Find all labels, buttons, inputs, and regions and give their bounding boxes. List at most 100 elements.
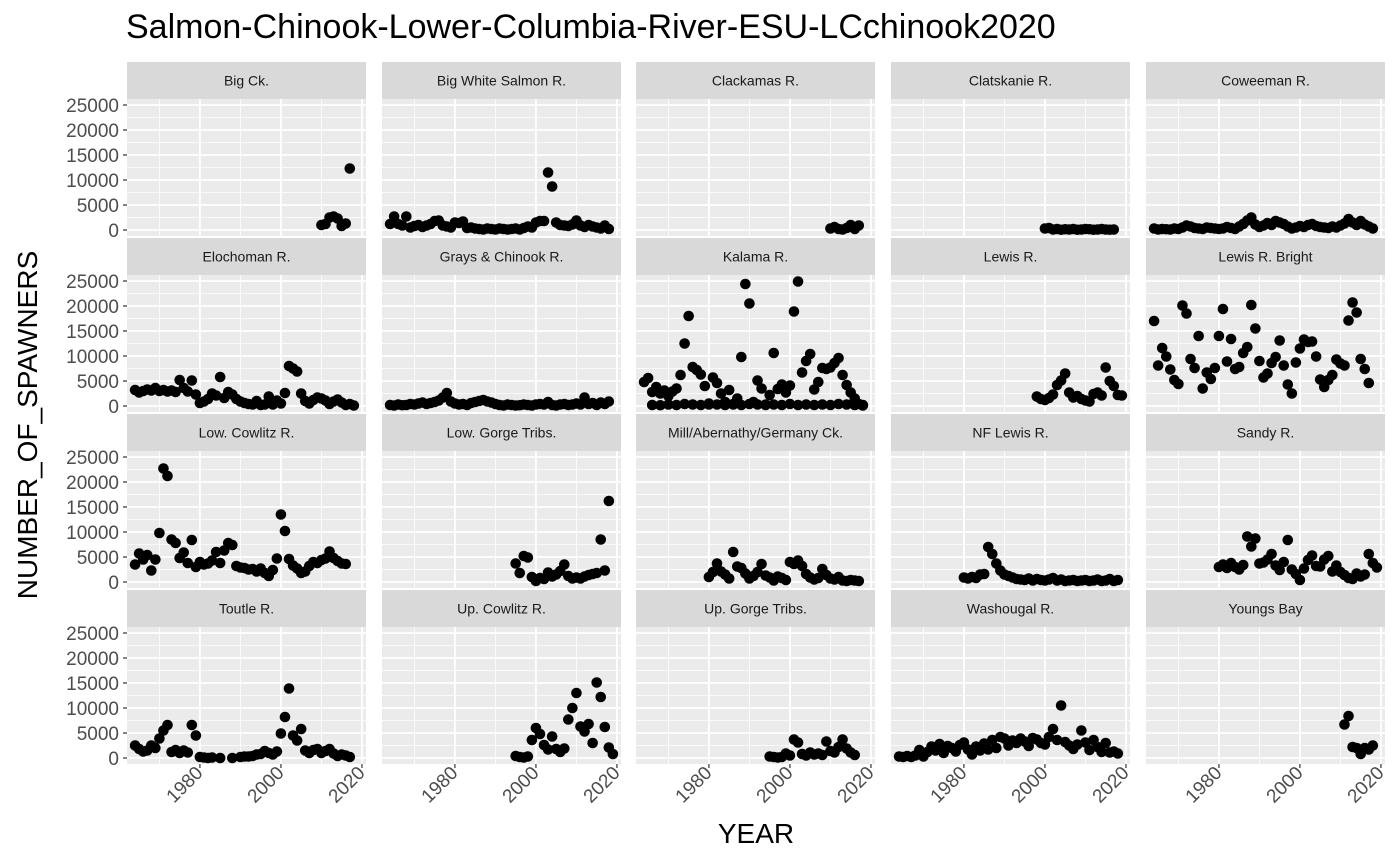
data-point bbox=[849, 399, 861, 411]
data-point bbox=[768, 399, 780, 410]
data-point bbox=[1233, 361, 1245, 373]
facet-panel: Up. Gorge Tribs. 1980 2000 2020 bbox=[636, 590, 878, 807]
data-point bbox=[214, 371, 226, 383]
data-point bbox=[756, 558, 767, 570]
data-point bbox=[1363, 377, 1375, 389]
y-tick-label: 25000 bbox=[66, 96, 119, 117]
data-point bbox=[744, 398, 755, 410]
data-point bbox=[1205, 373, 1217, 385]
data-point bbox=[736, 399, 747, 411]
data-point bbox=[271, 746, 283, 757]
data-point bbox=[1262, 368, 1273, 379]
y-tick-label: 20000 bbox=[66, 121, 119, 142]
data-point bbox=[687, 399, 699, 410]
data-point bbox=[711, 399, 723, 410]
data-point bbox=[1185, 353, 1196, 365]
data-point bbox=[526, 734, 538, 746]
facet-strip bbox=[891, 238, 1130, 275]
data-point bbox=[1152, 360, 1164, 371]
facet-strip bbox=[382, 590, 621, 627]
data-point bbox=[1177, 300, 1188, 311]
facet-strip bbox=[1146, 62, 1385, 99]
data-point bbox=[792, 276, 804, 287]
data-point bbox=[655, 399, 666, 411]
data-point bbox=[1209, 362, 1221, 374]
data-point bbox=[206, 555, 218, 566]
data-point bbox=[1241, 341, 1253, 353]
facet-strip-label: Kalama R. bbox=[723, 249, 788, 265]
data-point bbox=[567, 702, 578, 714]
data-point bbox=[1237, 559, 1249, 571]
facet-strip bbox=[382, 62, 621, 99]
data-point bbox=[1270, 351, 1281, 363]
y-tick-label: 10000 bbox=[66, 171, 119, 192]
data-point bbox=[727, 399, 739, 410]
data-point bbox=[853, 220, 865, 231]
data-point bbox=[683, 310, 694, 322]
data-point bbox=[1290, 357, 1302, 368]
data-point bbox=[1217, 303, 1229, 315]
data-point bbox=[1294, 343, 1306, 354]
data-point bbox=[348, 400, 360, 411]
data-point bbox=[1282, 534, 1294, 546]
data-point bbox=[1055, 700, 1067, 711]
facet-strip-label: Washougal R. bbox=[967, 601, 1054, 617]
data-point bbox=[558, 559, 570, 570]
y-tick-label: 0 bbox=[108, 573, 119, 594]
data-point bbox=[340, 218, 352, 229]
y-tick-label: 5000 bbox=[77, 196, 119, 217]
data-point bbox=[591, 567, 602, 579]
data-point bbox=[723, 384, 735, 396]
data-point bbox=[679, 338, 690, 349]
data-point bbox=[986, 734, 998, 746]
facet-panel: Elochoman R. 0 5000 10000 15000 20000 25000 bbox=[66, 238, 366, 418]
data-point bbox=[727, 546, 739, 558]
data-point bbox=[1096, 746, 1107, 758]
facet-panel: NF Lewis R. bbox=[891, 414, 1130, 588]
x-tick-label: 1980 bbox=[1182, 763, 1227, 808]
data-point bbox=[1084, 744, 1095, 756]
data-point bbox=[695, 399, 707, 411]
data-point bbox=[263, 391, 275, 402]
data-point bbox=[784, 398, 796, 410]
data-point bbox=[563, 714, 574, 725]
x-tick-label: 2020 bbox=[580, 763, 625, 808]
data-point bbox=[1343, 710, 1354, 722]
data-point bbox=[1367, 223, 1379, 234]
data-point bbox=[776, 399, 788, 411]
data-point bbox=[788, 306, 800, 317]
facet-strip bbox=[891, 414, 1130, 451]
facet-strip bbox=[127, 238, 366, 275]
data-point bbox=[841, 399, 852, 410]
y-tick-label: 25000 bbox=[66, 624, 119, 645]
facet-strip bbox=[1146, 414, 1385, 451]
data-point bbox=[595, 534, 607, 545]
data-point bbox=[1108, 224, 1120, 235]
data-point bbox=[1274, 564, 1285, 576]
data-point bbox=[780, 574, 792, 586]
data-point bbox=[1286, 388, 1298, 399]
facet-strip-label: Toutle R. bbox=[219, 601, 274, 617]
data-point bbox=[833, 352, 844, 364]
data-point bbox=[599, 721, 611, 733]
data-point bbox=[591, 677, 602, 688]
data-point bbox=[603, 495, 615, 507]
data-point bbox=[711, 377, 723, 389]
data-point bbox=[711, 558, 723, 569]
facet-strip-label: Lewis R. bbox=[984, 249, 1038, 265]
facet-strip-label: Sandy R. bbox=[1237, 425, 1295, 441]
data-point bbox=[1250, 533, 1261, 544]
data-point bbox=[715, 388, 727, 399]
data-point bbox=[607, 748, 619, 760]
facet-panel: Grays & Chinook R. bbox=[382, 238, 621, 412]
data-point bbox=[603, 396, 615, 407]
data-point bbox=[1225, 333, 1237, 345]
data-point bbox=[275, 509, 287, 520]
data-point bbox=[186, 719, 198, 731]
data-point bbox=[663, 399, 674, 410]
data-point bbox=[1043, 731, 1055, 743]
data-point bbox=[546, 181, 558, 192]
y-tick-label: 15000 bbox=[66, 146, 119, 167]
facet-strip-label: Up. Cowlitz R. bbox=[457, 601, 546, 617]
data-point bbox=[214, 752, 226, 764]
